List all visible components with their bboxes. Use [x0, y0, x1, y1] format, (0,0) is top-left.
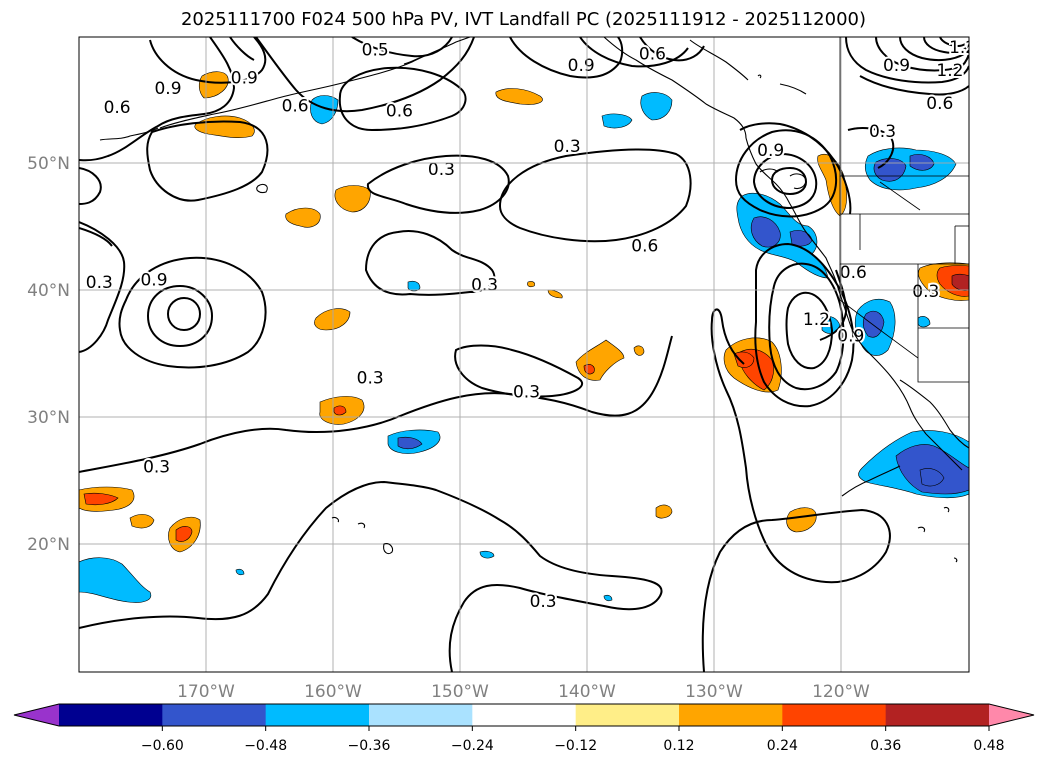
colorbar-segment — [369, 704, 473, 726]
contour-label: 0.3 — [530, 592, 557, 612]
lon-label-120w: 120°W — [812, 682, 870, 702]
contour-label: 1.2 — [803, 310, 830, 330]
colorbar-segment — [885, 704, 990, 726]
colorbar: −0.60 −0.48 −0.36 −0.24 −0.12 0.12 0.24 0.36 0.4… — [13, 703, 1035, 754]
contour-label: 0.6 — [104, 98, 131, 118]
colorbar-segment — [575, 704, 680, 726]
colorbar-tick-label: 0.48 — [973, 738, 1004, 754]
contour-label: 0.6 — [282, 97, 309, 117]
contour-label: 0.3 — [143, 457, 170, 477]
lat-label-40: 40°N — [27, 281, 70, 301]
map-title: 2025111700 F024 500 hPa PV, IVT Landfall… — [180, 9, 867, 30]
contour-label: 0.9 — [154, 79, 181, 99]
contour-label: 0.9 — [231, 69, 258, 89]
lat-label-50: 50°N — [27, 154, 70, 174]
colorbar-extend-low — [14, 704, 59, 726]
lat-label-20: 20°N — [27, 535, 70, 555]
contour-label: 0.3 — [471, 276, 498, 296]
contour-label: 0.9 — [757, 141, 784, 161]
contour-label: 0.3 — [357, 368, 384, 388]
contour-label: 0.5 — [362, 41, 389, 61]
gridlines — [79, 37, 969, 672]
contour-labels: 0.9 0.6 0.9 0.6 0.5 0.6 0.9 0.6 0.3 0.3 0.6 0.3 0.3 0… — [84, 37, 976, 614]
lon-label-130w: 130°W — [685, 682, 743, 702]
pv-contours — [79, 37, 969, 672]
contour-label: 0.9 — [568, 56, 595, 76]
contour-label: 0.3 — [554, 137, 581, 157]
contour-label: 0.6 — [840, 263, 867, 283]
colorbar-segment — [59, 704, 163, 726]
contour-label: 0.3 — [428, 160, 455, 180]
latitude-labels: 50°N 40°N 30°N 20°N — [27, 154, 70, 555]
colorbar-segments — [14, 704, 1034, 726]
lon-label-140w: 140°W — [558, 682, 616, 702]
map-frame — [78, 36, 970, 673]
lon-label-150w: 150°W — [431, 682, 489, 702]
contour-label: 0.9 — [883, 56, 910, 76]
contour-label: 0.3 — [912, 282, 939, 302]
colorbar-extend-high — [989, 704, 1034, 726]
contour-label: 0.6 — [639, 45, 666, 65]
state-borders — [839, 37, 969, 383]
contour-label: 0.3 — [869, 122, 896, 142]
colorbar-segment — [162, 704, 267, 726]
lat-label-30: 30°N — [27, 408, 70, 428]
colorbar-tick-label: −0.12 — [554, 738, 597, 754]
contour-label: 0.6 — [386, 102, 413, 122]
lon-label-170w: 170°W — [177, 682, 235, 702]
longitude-labels: 170°W 160°W 150°W 140°W 130°W 120°W — [177, 682, 870, 702]
colorbar-tick-label: 0.24 — [767, 738, 798, 754]
colorbar-segment — [679, 704, 783, 726]
colorbar-tick-label: −0.24 — [451, 738, 494, 754]
contour-label: 0.9 — [837, 326, 864, 346]
colorbar-ticks: −0.60 −0.48 −0.36 −0.24 −0.12 0.12 0.24 0.36 0.4… — [141, 726, 1005, 754]
colorbar-tick-label: −0.48 — [244, 738, 287, 754]
contour-label: 0.3 — [513, 382, 540, 402]
colorbar-tick-label: 0.12 — [663, 738, 694, 754]
colorbar-tick-label: −0.60 — [141, 738, 184, 754]
contour-label: 0.3 — [86, 273, 113, 293]
colorbar-segment — [782, 704, 887, 726]
contour-label: 1.2 — [936, 61, 963, 81]
lon-label-160w: 160°W — [304, 682, 362, 702]
negative-anomaly-shading — [79, 92, 969, 603]
contour-label: 0.6 — [926, 94, 953, 114]
colorbar-segment — [472, 704, 577, 726]
colorbar-frame — [13, 703, 1035, 727]
coastlines — [99, 37, 969, 563]
contour-label: 0.6 — [631, 236, 658, 256]
contour-label: 0.9 — [140, 271, 167, 291]
colorbar-tick-label: −0.36 — [348, 738, 391, 754]
colorbar-tick-label: 0.36 — [870, 738, 901, 754]
colorbar-segment — [265, 704, 370, 726]
contour-label: 1.2 — [949, 38, 976, 58]
